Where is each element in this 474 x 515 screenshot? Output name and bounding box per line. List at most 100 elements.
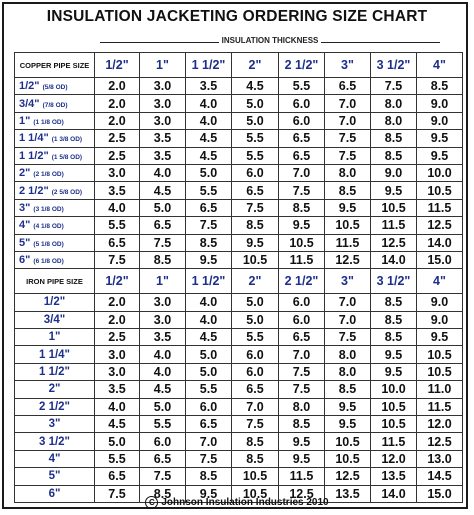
pipe-size-label: 1 1/2"	[19, 149, 49, 162]
jacket-size-cell: 12.5	[278, 484, 325, 503]
jacket-size-cell: 8.0	[370, 111, 417, 131]
pipe-size-label: 6"	[19, 254, 31, 267]
jacket-size-cell: 14.0	[416, 233, 463, 252]
jacket-size-cell: 3.0	[139, 310, 186, 330]
jacket-size-cell: 9.5	[278, 216, 325, 235]
jacket-size-cell: 8.5	[231, 449, 279, 469]
copper-row: 3" (3 1/8 OD) 4.0 5.0 6.5 7.5 8.5 9.5 10.5 11.5	[14, 198, 463, 218]
jacket-size-cell: 5.5	[231, 129, 279, 148]
size-chart-table: COPPER PIPE SIZE 1/2" 1" 1 1/2" 2" 2 1/2" 3" 3 …	[14, 52, 463, 503]
iron-pipe-size: 5"	[14, 467, 95, 486]
jacket-size-cell: 7.5	[185, 449, 232, 469]
jacket-size-cell: 8.0	[278, 397, 325, 417]
jacket-size-cell: 4.0	[139, 345, 186, 364]
jacket-size-cell: 8.0	[324, 163, 371, 183]
jacket-size-cell: 7.0	[324, 111, 371, 131]
jacket-size-cell: 5.5	[139, 415, 186, 434]
thickness-header: 1"	[139, 52, 186, 78]
jacket-size-cell: 8.5	[370, 129, 417, 148]
footer-text: Johnson Insulation Industries 2010	[161, 497, 329, 509]
thickness-header: 4"	[416, 52, 463, 78]
jacket-size-cell: 10.5	[370, 198, 417, 218]
pipe-od-label: (2 5/8 OD)	[51, 188, 83, 196]
iron-pipe-size: 1/2"	[14, 293, 95, 312]
jacket-size-cell: 6.5	[94, 467, 140, 486]
jacket-size-cell: 8.5	[416, 76, 463, 96]
jacket-size-cell: 9.5	[231, 233, 279, 252]
jacket-size-cell: 6.0	[278, 94, 325, 113]
jacket-size-cell: 10.5	[231, 484, 279, 503]
jacket-size-cell: 8.5	[278, 415, 325, 434]
jacket-size-cell: 9.5	[416, 129, 463, 148]
jacket-size-cell: 4.5	[185, 129, 232, 148]
iron-row: 4" 5.5 6.5 7.5 8.5 9.5 10.5 12.0 13.0	[14, 449, 463, 469]
jacket-size-cell: 4.0	[185, 310, 232, 330]
jacket-size-cell: 3.0	[139, 94, 186, 113]
jacket-size-cell: 3.0	[139, 293, 186, 312]
copper-pipe-size: 2" (2 1/8 OD)	[14, 163, 95, 183]
jacket-size-cell: 7.5	[324, 328, 371, 347]
pipe-od-label: (5/8 OD)	[42, 84, 68, 92]
jacket-size-cell: 10.0	[370, 380, 417, 399]
pipe-od-label: (5 1/8 OD)	[33, 240, 64, 248]
jacket-size-cell: 9.5	[370, 362, 417, 382]
jacket-size-cell: 5.0	[231, 94, 279, 113]
jacket-size-cell: 7.0	[185, 432, 232, 451]
jacket-size-cell: 10.0	[416, 163, 463, 183]
iron-pipe-size: 3 1/2"	[14, 432, 95, 451]
pipe-size-label: 4"	[19, 219, 31, 232]
jacket-size-cell: 4.5	[231, 76, 279, 96]
iron-header-row: IRON PIPE SIZE 1/2" 1" 1 1/2" 2" 2 1/2" 3" 3 1/…	[14, 268, 463, 295]
jacket-size-cell: 9.5	[416, 146, 463, 165]
jacket-size-cell: 5.5	[94, 216, 140, 235]
jacket-size-cell: 7.5	[231, 198, 279, 218]
jacket-size-cell: 12.5	[370, 233, 417, 252]
jacket-size-cell: 8.5	[370, 310, 417, 330]
jacket-size-cell: 15.0	[416, 484, 463, 503]
iron-row: 5" 6.5 7.5 8.5 10.5 11.5 12.5 13.5 14.5	[14, 467, 463, 486]
pipe-size-label: 1/2"	[19, 80, 40, 93]
pipe-size-label: 1 1/4"	[19, 132, 49, 145]
thickness-header: 3 1/2"	[370, 268, 417, 295]
thickness-header: 1/2"	[94, 52, 140, 78]
thickness-header: 3"	[324, 268, 371, 295]
jacket-size-cell: 4.0	[185, 293, 232, 312]
chart-border	[2, 2, 468, 509]
jacket-size-cell: 9.5	[185, 250, 232, 270]
jacket-size-cell: 7.5	[324, 129, 371, 148]
jacket-size-cell: 2.0	[94, 76, 140, 96]
jacket-size-cell: 6.5	[231, 181, 279, 200]
iron-pipe-size: 3/4"	[14, 310, 95, 330]
iron-row: 3" 4.5 5.5 6.5 7.5 8.5 9.5 10.5 12.0	[14, 415, 463, 434]
iron-pipe-size: 1 1/4"	[14, 345, 95, 364]
jacket-size-cell: 7.5	[370, 76, 417, 96]
pipe-od-label: (1 3/8 OD)	[51, 136, 83, 144]
jacket-size-cell: 7.5	[139, 233, 186, 252]
jacket-size-cell: 14.0	[370, 250, 417, 270]
iron-row: 2 1/2" 4.0 5.0 6.0 7.0 8.0 9.5 10.5 11.5	[14, 397, 463, 417]
copper-row: 1 1/2" (1 5/8 OD) 2.5 3.5 4.5 5.5 6.5 7.5 8.5 9.…	[14, 146, 463, 165]
thickness-header: 2"	[231, 52, 279, 78]
iron-pipe-size: 4"	[14, 449, 95, 469]
jacket-size-cell: 13.5	[324, 484, 371, 503]
jacket-size-cell: 5.0	[185, 362, 232, 382]
copper-pipe-size: 3" (3 1/8 OD)	[14, 198, 95, 218]
jacket-size-cell: 8.5	[231, 216, 279, 235]
copper-pipe-size: 4" (4 1/8 OD)	[14, 216, 95, 235]
jacket-size-cell: 10.5	[370, 415, 417, 434]
jacket-size-cell: 6.0	[278, 111, 325, 131]
jacket-size-cell: 10.5	[231, 250, 279, 270]
jacket-size-cell: 3.5	[94, 181, 140, 200]
copper-row: 5" (5 1/8 OD) 6.5 7.5 8.5 9.5 10.5 11.5 12.5 14.…	[14, 233, 463, 252]
jacket-size-cell: 2.0	[94, 310, 140, 330]
jacket-size-cell: 6.5	[185, 198, 232, 218]
jacket-size-cell: 5.0	[139, 198, 186, 218]
jacket-size-cell: 8.5	[278, 198, 325, 218]
jacket-size-cell: 9.5	[416, 328, 463, 347]
jacket-size-cell: 11.5	[324, 233, 371, 252]
jacket-size-cell: 11.5	[416, 198, 463, 218]
jacket-size-cell: 7.0	[278, 163, 325, 183]
jacket-size-cell: 7.0	[324, 310, 371, 330]
jacket-size-cell: 9.0	[370, 163, 417, 183]
pipe-od-label: (1 1/8 OD)	[33, 118, 64, 126]
